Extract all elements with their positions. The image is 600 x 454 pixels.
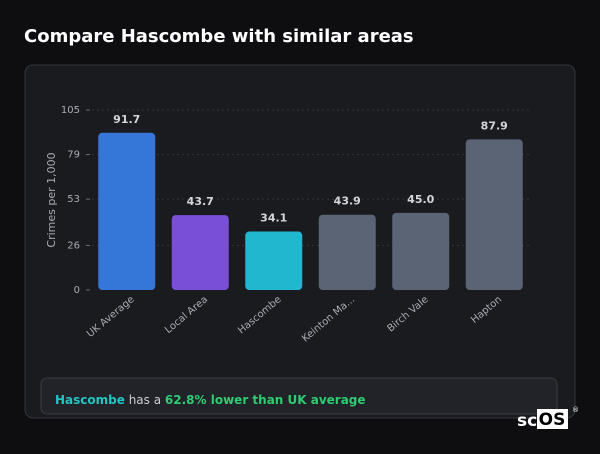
y-tick-label: 105: [61, 105, 80, 116]
y-tick-label: 53: [67, 194, 80, 205]
bar: [171, 215, 229, 290]
logo-symbol: ®: [572, 406, 579, 414]
summary-box: [40, 377, 558, 415]
y-axis-label: Crimes per 1,000: [45, 152, 58, 247]
summary-emphasis: 62.8% lower than UK average: [165, 393, 366, 407]
value-label: 43.7: [187, 195, 214, 208]
logo-prefix: sc: [517, 411, 537, 431]
bar: [392, 212, 450, 290]
bar: [318, 214, 376, 290]
value-label: 87.9: [481, 119, 508, 132]
logo-box: [537, 409, 568, 429]
value-label: 34.1: [260, 212, 287, 225]
logo-box-text: OS: [539, 410, 566, 430]
y-tick-label: 0: [74, 285, 80, 296]
value-label: 91.7: [113, 113, 140, 126]
summary-highlight: Hascombe: [55, 393, 125, 407]
y-tick-label: 79: [67, 150, 80, 161]
bar: [245, 231, 303, 290]
page-title: Compare Hascombe with similar areas: [24, 26, 414, 47]
y-tick-label: 26: [67, 240, 80, 251]
value-label: 43.9: [334, 195, 361, 208]
summary-text: Hascombe has a 62.8% lower than UK avera…: [55, 393, 366, 407]
summary-text-part: has a: [129, 393, 161, 407]
value-label: 45.0: [407, 193, 434, 206]
bar: [98, 132, 156, 290]
bar: [465, 139, 523, 290]
